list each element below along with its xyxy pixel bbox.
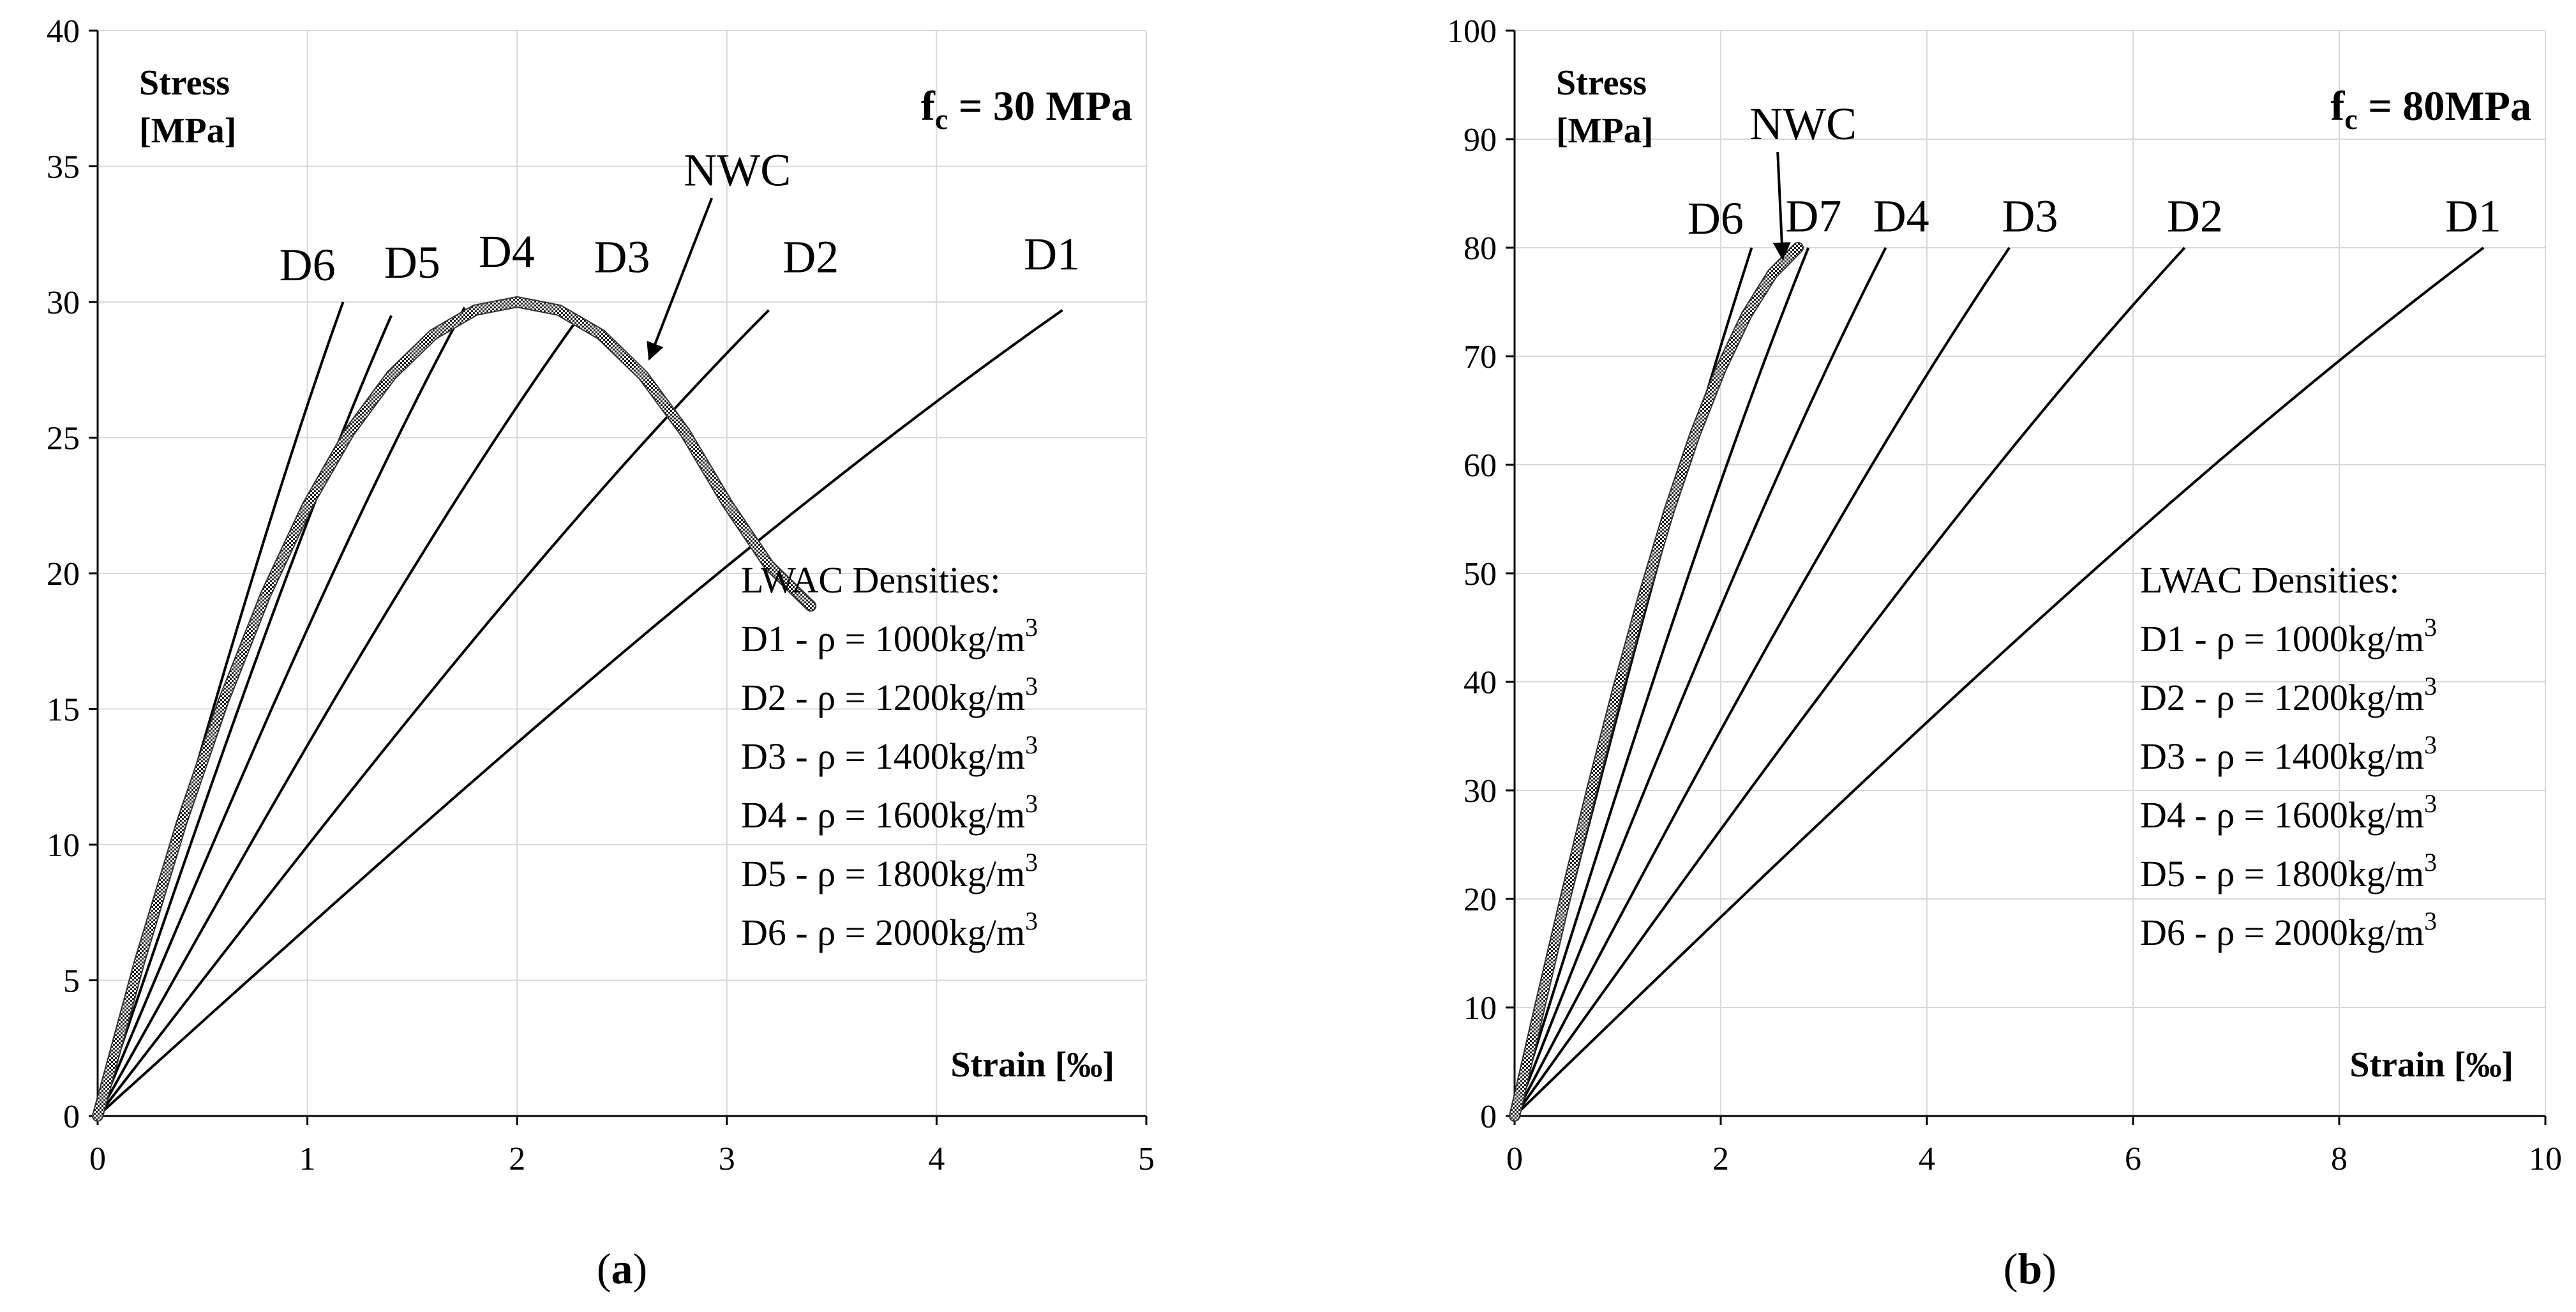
y-tick-label: 50	[1464, 556, 1497, 592]
x-axis-title: Strain [‰]	[2349, 1045, 2513, 1085]
series-label-d4: D4	[479, 226, 535, 277]
series-label-d7: D7	[1785, 191, 1841, 242]
series-line-d4	[1513, 247, 1887, 1117]
fc-label: fc = 80MPa	[2330, 83, 2531, 135]
x-axis-title: Strain [‰]	[950, 1045, 1114, 1085]
y-tick-label: 5	[63, 963, 80, 1000]
x-tick-label: 1	[299, 1141, 316, 1177]
legend-entry: D6 - ρ = 2000kg/m3	[741, 907, 1038, 953]
series-label-d3: D3	[594, 231, 650, 282]
y-tick-label: 40	[47, 13, 80, 50]
y-tick-label: 80	[1464, 230, 1497, 267]
nwc-label: NWC	[1749, 98, 1857, 149]
series-line-d3	[96, 315, 581, 1117]
series-line-d4	[96, 306, 466, 1117]
y-tick-label: 60	[1464, 448, 1497, 484]
x-tick-label: 4	[928, 1141, 945, 1177]
legend-entry: D3 - ρ = 1400kg/m3	[741, 730, 1038, 777]
series-line-d1	[1513, 246, 2485, 1117]
nwc-arrow	[1772, 151, 1791, 260]
series-label-d2: D2	[2167, 191, 2223, 242]
chart-panel-b: 0 2 4 6 8 100102030405060708090100D1D2D3D4D7D…	[1447, 13, 2562, 1293]
series-label-d6: D6	[1688, 193, 1744, 244]
y-tick-label: 40	[1464, 665, 1497, 701]
nwc-arrow	[647, 197, 714, 361]
y-tick-label: 35	[47, 149, 80, 186]
x-tick-label: 4	[1919, 1141, 1935, 1177]
series-label-d5: D5	[384, 237, 440, 288]
legend-entry: D6 - ρ = 2000kg/m3	[2140, 907, 2437, 953]
legend-entry: D1 - ρ = 1000kg/m3	[741, 613, 1038, 660]
y-tick-label: 30	[1464, 773, 1497, 810]
nwc-curve	[1510, 243, 1803, 1120]
y-tick-label: 0	[1480, 1099, 1497, 1135]
y-axis-title-line2: [MPa]	[1556, 111, 1653, 151]
y-tick-label: 25	[47, 421, 80, 457]
legend-entry: D2 - ρ = 1200kg/m3	[741, 672, 1038, 718]
x-tick-label: 0	[89, 1141, 106, 1177]
y-tick-label: 20	[1464, 882, 1497, 918]
series-label-d4: D4	[1873, 191, 1929, 242]
chart-panel-a: 0 1 2 3 4 5 0 5 10 15 20 25 30 35 40 D1 D2 D3 D4 D5 D6 NWC Str…	[47, 13, 1155, 1293]
series-label-d2: D2	[783, 231, 839, 282]
panel-caption: (a)	[597, 1244, 647, 1293]
nwc-label: NWC	[684, 144, 791, 195]
x-tick-label: 2	[1712, 1141, 1729, 1177]
y-tick-label: 90	[1464, 122, 1497, 158]
legend-entry: D4 - ρ = 1600kg/m3	[741, 789, 1038, 836]
legend-entry: D1 - ρ = 1000kg/m3	[2140, 613, 2437, 660]
x-tick-label: 5	[1138, 1141, 1155, 1177]
y-tick-label: 15	[47, 692, 80, 728]
series-line-d5	[96, 315, 393, 1117]
legend-entry: D2 - ρ = 1200kg/m3	[2140, 672, 2437, 718]
series-label-d6: D6	[280, 239, 336, 290]
x-tick-label: 8	[2331, 1141, 2348, 1177]
y-tick-label: 0	[63, 1099, 80, 1135]
y-tick-label: 30	[47, 285, 80, 321]
legend-title: LWAC Densities:	[741, 559, 1000, 601]
y-axis-title-line1: Stress	[139, 63, 230, 103]
y-tick-label: 10	[1464, 990, 1497, 1027]
legend-entry: D4 - ρ = 1600kg/m3	[2140, 789, 2437, 836]
series-label-d1: D1	[1024, 229, 1080, 280]
y-tick-label: 10	[47, 827, 80, 864]
series-label-d1: D1	[2445, 191, 2501, 242]
legend-entry: D3 - ρ = 1400kg/m3	[2140, 730, 2437, 777]
y-tick-label: 70	[1464, 339, 1497, 375]
y-axis-title-line2: [MPa]	[139, 111, 236, 151]
y-tick-label: 20	[47, 556, 80, 592]
series-line-d3	[1513, 246, 2011, 1117]
y-tick-label: 100	[1447, 13, 1497, 50]
series-label-d3: D3	[2002, 191, 2058, 242]
x-tick-label: 0	[1506, 1141, 1523, 1177]
legend-title: LWAC Densities:	[2140, 559, 2399, 601]
series-line-d1	[96, 309, 1063, 1117]
panel-caption: (b)	[2003, 1244, 2056, 1293]
x-tick-label: 10	[2529, 1141, 2562, 1177]
fc-label: fc = 30 MPa	[921, 83, 1132, 135]
series-line-d2	[96, 309, 770, 1117]
legend-entry: D5 - ρ = 1800kg/m3	[2140, 848, 2437, 894]
series-line-d7	[1513, 247, 1810, 1117]
series-line-d2	[1513, 246, 2186, 1117]
y-axis-title-line1: Stress	[1556, 63, 1647, 103]
x-tick-label: 3	[719, 1141, 735, 1177]
nwc-curve	[93, 298, 816, 1120]
x-tick-label: 2	[509, 1141, 525, 1177]
x-tick-label: 6	[2125, 1141, 2141, 1177]
legend-entry: D5 - ρ = 1800kg/m3	[741, 848, 1038, 894]
